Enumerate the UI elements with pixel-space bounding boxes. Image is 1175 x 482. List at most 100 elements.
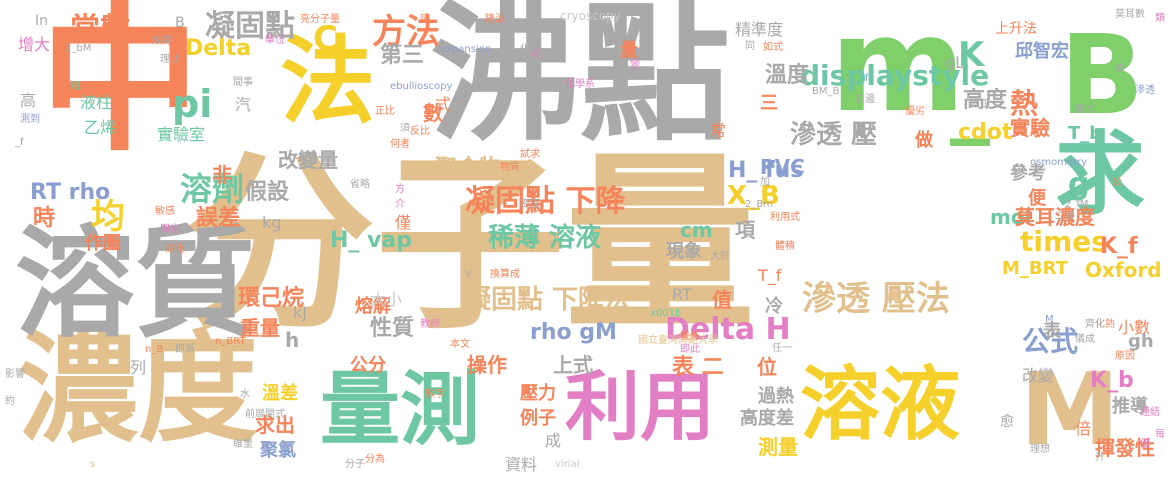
word-160: 連結 bbox=[1140, 407, 1160, 418]
word-133: 測到 bbox=[20, 114, 40, 125]
word-145: 正比 bbox=[375, 106, 395, 117]
word-158: 原因 bbox=[1115, 351, 1135, 362]
word-36: g bbox=[1068, 167, 1090, 202]
word-142: 單位 bbox=[265, 35, 285, 46]
word-157: 熔化 bbox=[165, 244, 185, 255]
word-132: 亮分子量 bbox=[300, 14, 340, 25]
word-185: 展開式 bbox=[255, 409, 285, 420]
word-29: Delta bbox=[185, 36, 252, 61]
word-30: 熱 bbox=[1010, 87, 1039, 120]
word-80: 公分 bbox=[350, 355, 386, 376]
word-148: 試求 bbox=[520, 149, 540, 160]
word-128: 隆溫 bbox=[485, 14, 505, 25]
word-205: 備 bbox=[1115, 64, 1125, 75]
word-32: 第三 bbox=[380, 43, 425, 68]
word-73: 現象 bbox=[666, 241, 702, 262]
word-5: _ bbox=[950, 53, 990, 146]
word-76: 壓力 bbox=[520, 383, 556, 404]
word-81: 熔解 bbox=[355, 296, 391, 317]
word-159: 理想 bbox=[1030, 444, 1050, 455]
word-178: 任一 bbox=[772, 343, 792, 354]
word-156: 敏感 bbox=[155, 206, 175, 217]
word-6: 濃度 bbox=[18, 320, 258, 459]
word-106: kJ bbox=[293, 303, 307, 322]
word-129: 莫耳數 bbox=[1115, 9, 1145, 20]
word-39: X_B bbox=[727, 181, 780, 211]
word-15: 凝固點 下降 bbox=[465, 184, 626, 219]
word-182: 擴大 bbox=[1075, 104, 1095, 115]
word-149: 省略 bbox=[350, 179, 370, 190]
word-110: 常 bbox=[710, 121, 727, 140]
word-138: 影響 bbox=[5, 369, 25, 380]
word-197: 每 bbox=[1155, 429, 1165, 440]
word-78: 成 bbox=[545, 431, 562, 450]
word-2: 沸點 bbox=[430, 0, 731, 162]
word-164: 滲透 bbox=[1135, 85, 1155, 96]
word-171: BM_B bbox=[812, 86, 840, 97]
word-24: 溶劑 bbox=[180, 170, 245, 208]
word-94: 三 bbox=[760, 93, 778, 114]
word-69: 作圖 bbox=[85, 233, 121, 254]
word-27: K bbox=[958, 35, 985, 75]
word-72: 項 bbox=[735, 218, 755, 242]
word-41: 實驗 bbox=[1010, 116, 1050, 140]
word-200: V bbox=[465, 269, 472, 280]
word-31: 公式 bbox=[1022, 325, 1079, 358]
word-14: displaystyle bbox=[800, 59, 990, 92]
word-8: 法 bbox=[280, 27, 376, 137]
word-137: 吸 bbox=[420, 14, 430, 25]
word-169: 2_bM bbox=[65, 43, 92, 54]
word-9: 求 bbox=[1055, 122, 1145, 227]
word-130: 類 bbox=[1155, 13, 1165, 24]
word-21: 常數 bbox=[70, 12, 130, 47]
word-155: 分子 bbox=[345, 459, 365, 470]
word-38: H_ fus bbox=[728, 158, 804, 183]
word-58: M_BRT bbox=[1002, 258, 1068, 279]
word-23: pi bbox=[172, 82, 213, 126]
word-12: 溶液 bbox=[800, 358, 960, 451]
word-139: 約 bbox=[5, 396, 15, 407]
word-124: 國立臺灣師範大學 bbox=[638, 335, 718, 346]
word-7: 溶質 bbox=[15, 215, 255, 354]
word-95: 做 bbox=[915, 130, 933, 151]
word-143: 理此 bbox=[160, 54, 180, 65]
word-101: 小數 bbox=[1118, 318, 1151, 337]
word-165: 化熱 bbox=[1095, 319, 1115, 330]
word-198: 變 bbox=[630, 59, 640, 70]
word-186: 維里 bbox=[233, 439, 253, 450]
word-89: 精準度 bbox=[735, 20, 784, 39]
word-140: 即爲 bbox=[175, 344, 195, 355]
word-105: kg bbox=[262, 213, 282, 232]
word-188: 化 bbox=[600, 29, 610, 40]
word-190: 介 bbox=[395, 199, 405, 210]
word-181: 即化 bbox=[160, 224, 180, 235]
word-0: 中 bbox=[40, 0, 201, 173]
word-22: 凝固點 bbox=[205, 9, 295, 44]
word-50: 表 二 bbox=[672, 355, 724, 380]
word-111: 汽 bbox=[235, 95, 252, 114]
word-119: cryoscopy bbox=[560, 9, 621, 23]
word-154: 數字 bbox=[425, 389, 445, 400]
word-191: 加 bbox=[760, 177, 770, 188]
word-170: 2_fM bbox=[1065, 199, 1089, 210]
word-100: gh bbox=[1128, 331, 1154, 352]
word-189: 方 bbox=[395, 184, 405, 195]
word-60: 推導 bbox=[1112, 396, 1148, 417]
word-82: 大小 bbox=[370, 290, 403, 309]
word-192: 化數 bbox=[520, 44, 540, 55]
word-90: 上升法 bbox=[995, 21, 1037, 37]
word-86: 乙烯 bbox=[84, 118, 117, 137]
word-44: 誤差 bbox=[196, 206, 241, 231]
word-176: 體積 bbox=[775, 241, 795, 252]
word-120: expansion bbox=[440, 44, 492, 55]
word-202: 即此 bbox=[680, 344, 700, 355]
word-122: osmometry bbox=[1030, 157, 1088, 168]
word-98: T_f bbox=[758, 266, 782, 285]
word-113: 愈 bbox=[1000, 414, 1014, 430]
word-144: 知 bbox=[70, 81, 80, 92]
word-65: 重量 bbox=[240, 316, 280, 340]
word-153: 本文 bbox=[450, 339, 470, 350]
word-46: 環己烷 bbox=[238, 286, 305, 311]
word-184: 前 bbox=[245, 409, 255, 420]
